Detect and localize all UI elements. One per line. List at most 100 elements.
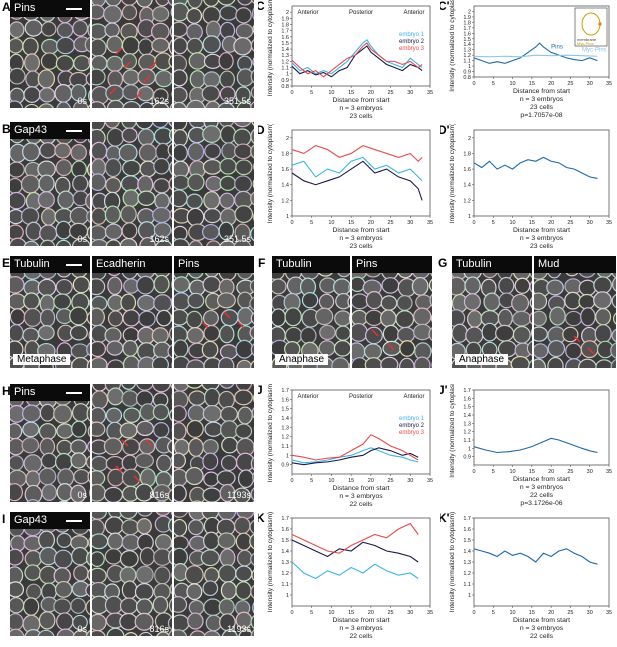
cell-outline	[253, 384, 254, 390]
cell-outline	[10, 309, 24, 325]
cell-outline	[88, 423, 90, 440]
caption-line: 23 cells	[349, 243, 373, 250]
y-tick-label: 1.2	[281, 198, 289, 204]
cell-outline	[219, 53, 233, 70]
plot-frame	[474, 518, 609, 606]
y-tick-label: 2	[286, 10, 289, 16]
cell-outline	[316, 308, 333, 324]
y-tick-label: 1	[286, 214, 289, 220]
cell-outline	[203, 126, 221, 143]
x-tick-label: 30	[407, 220, 413, 226]
y-tick-label: 1.7	[463, 26, 471, 32]
cell-outline	[10, 193, 25, 209]
cell-outline	[174, 70, 187, 86]
cell-outline	[27, 584, 41, 599]
cell-outline	[253, 54, 254, 69]
cell-outline	[530, 311, 532, 326]
legend-entry: embryo 3	[399, 46, 425, 52]
y-axis-label: Intensity (normalized to cytoplasm)	[449, 384, 456, 478]
cell-outline	[92, 308, 104, 326]
cell-outline	[72, 547, 89, 564]
cell-outline	[189, 600, 203, 614]
y-tick-label: 1.9	[281, 16, 289, 22]
caption-line: n = 3 embryos	[520, 484, 564, 491]
timestamp: 162s	[149, 234, 169, 244]
panel-f-label-0: Tubulin	[272, 256, 350, 273]
region-label: Anterior	[403, 394, 424, 400]
x-tick-label: 10	[510, 469, 516, 475]
cell-outline	[122, 223, 137, 239]
y-tick-label: 1.3	[463, 560, 471, 566]
cell-outline	[88, 568, 90, 583]
panel-letter: K	[258, 512, 265, 525]
cell-outline	[40, 88, 55, 102]
cell-outline	[89, 327, 90, 343]
cell-outline	[174, 469, 187, 486]
cell-outline	[39, 612, 54, 629]
cell-outline	[189, 241, 203, 246]
cell-outline	[39, 175, 54, 192]
cell-outline	[73, 277, 89, 293]
cell-outline	[87, 311, 90, 326]
x-tick-label: 15	[348, 610, 354, 616]
cell-outline	[10, 484, 22, 501]
arrow-annotations	[352, 256, 432, 368]
cell-outline	[174, 190, 187, 207]
y-tick-label: 1.8	[463, 151, 471, 157]
cell-outline	[496, 325, 514, 341]
cell-outline	[251, 85, 254, 99]
cell-outline	[42, 22, 56, 36]
cell-outline	[40, 225, 57, 242]
panel-e-label-1: Ecadherin	[92, 256, 172, 273]
tissue-texture	[10, 512, 90, 636]
cell-outline	[56, 240, 71, 246]
y-axis-label: Intensity (normalized to cytoplasm)	[267, 512, 274, 612]
micrograph-i-1: 816s	[92, 512, 172, 636]
cell-outline	[236, 566, 252, 581]
cell-outline	[170, 207, 172, 222]
cell-outline	[170, 325, 172, 342]
cell-outline	[332, 358, 349, 368]
timestamp: 0s	[77, 234, 87, 244]
caption-line: n = 3 embryos	[520, 625, 564, 632]
y-tick-label: 1.5	[281, 538, 289, 544]
cell-outline	[152, 328, 168, 344]
cell-outline	[92, 630, 105, 636]
y-tick-label: 1.5	[281, 407, 289, 413]
series-line-embryo-1	[292, 448, 418, 463]
y-tick-label: 1	[286, 72, 289, 78]
cell-outline	[203, 581, 217, 596]
micrograph-h-2: 1193s	[174, 384, 254, 502]
y-tick-label: 1.7	[281, 516, 289, 522]
cell-outline	[39, 468, 56, 484]
y-tick-label: 0.8	[281, 84, 289, 90]
cell-outline	[139, 144, 156, 161]
cell-outline	[219, 599, 234, 615]
cell-outline	[10, 629, 24, 636]
phase-label: Anaphase	[455, 354, 508, 365]
cell-outline	[155, 512, 170, 515]
cell-outline	[205, 388, 220, 406]
cell-outline	[155, 567, 170, 584]
cell-outline	[174, 3, 189, 21]
y-tick-label: 1.2	[463, 53, 471, 59]
cell-outline	[187, 38, 202, 54]
x-tick-label: 5	[492, 469, 495, 475]
x-tick-label: 30	[587, 610, 593, 616]
x-tick-label: 0	[472, 81, 475, 87]
y-tick-label: 1.7	[463, 516, 471, 522]
cell-outline	[22, 208, 39, 225]
cell-outline	[174, 22, 187, 37]
cell-outline	[465, 277, 480, 294]
cell-outline	[25, 551, 41, 567]
cell-outline	[137, 276, 154, 294]
caption-line: 23 cells	[530, 104, 554, 111]
cell-outline	[174, 453, 185, 468]
micrograph-b-1: 162s	[92, 122, 172, 246]
y-tick-label: 2	[468, 9, 471, 15]
x-tick-label: 15	[529, 220, 535, 226]
x-tick-label: 25	[567, 220, 573, 226]
cell-outline	[251, 584, 254, 600]
cell-outline	[530, 296, 532, 310]
